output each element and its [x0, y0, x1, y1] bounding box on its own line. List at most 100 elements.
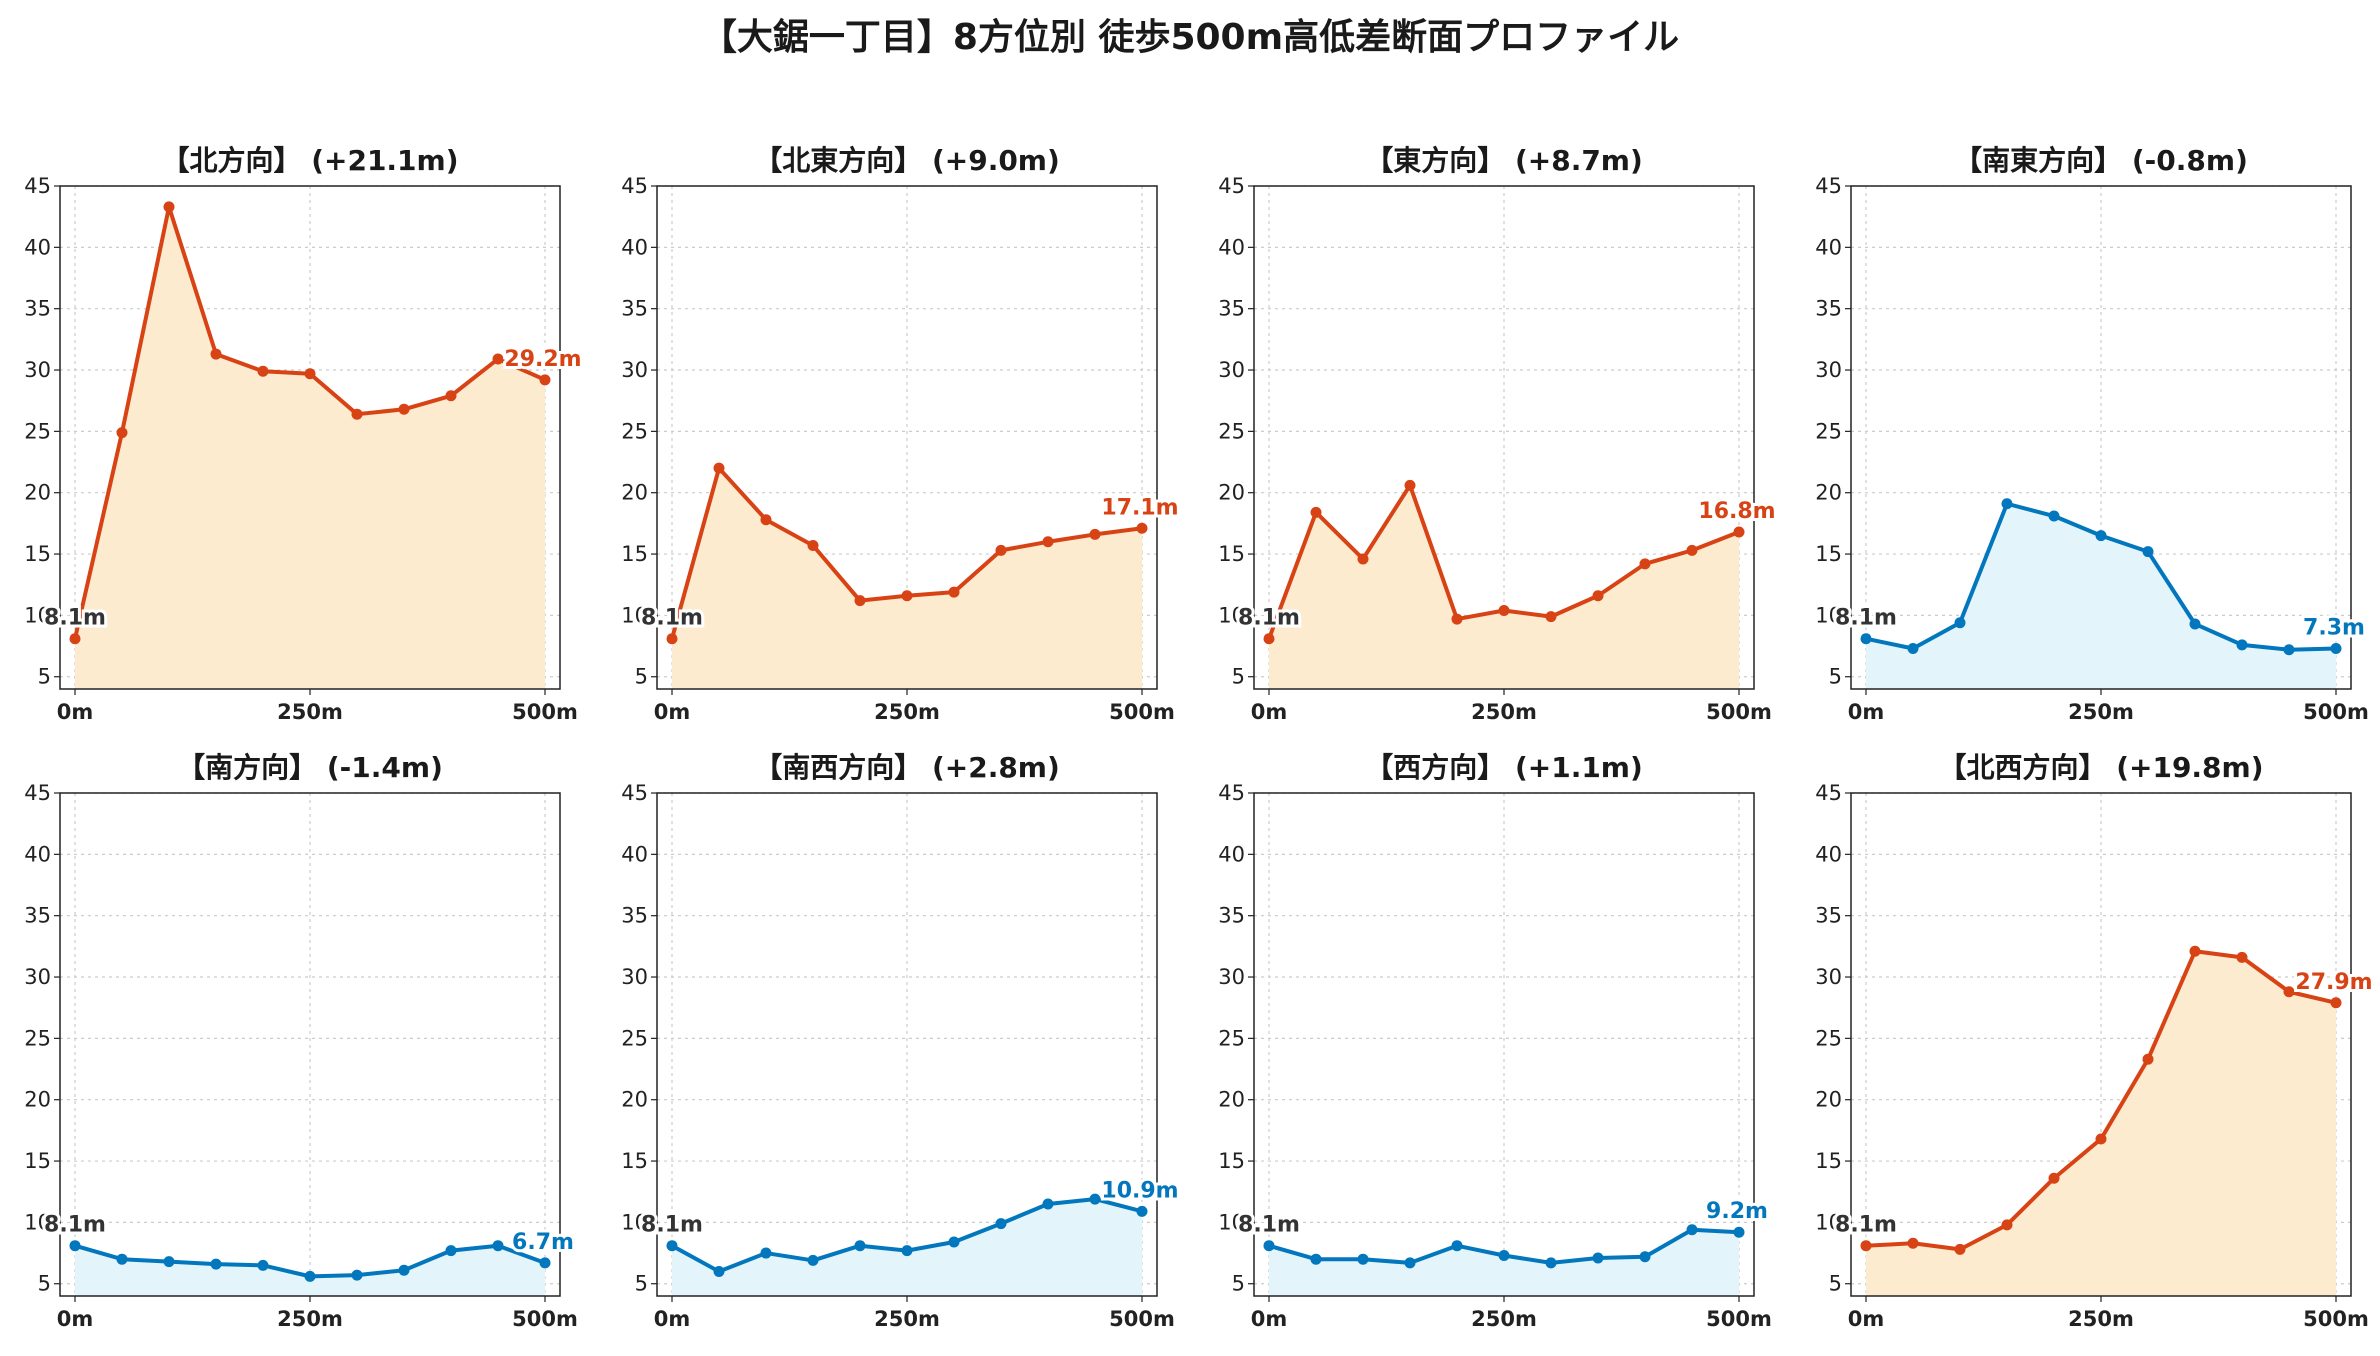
data-point [116, 427, 128, 439]
data-point [1357, 553, 1369, 565]
y-tick-label: 30 [24, 358, 51, 382]
y-tick-label: 20 [1218, 1088, 1245, 1112]
start-value-label: 8.1m [44, 1213, 106, 1238]
x-tick-label: 0m [654, 1307, 691, 1331]
data-point [351, 1269, 363, 1281]
y-tick-label: 20 [1218, 481, 1245, 505]
data-point [901, 1245, 913, 1257]
y-tick-label: 40 [621, 235, 648, 259]
data-point [2189, 618, 2201, 630]
chart-panel-2: 【北東方向】 (+9.0m) 5 10 15 20 25 30 35 40 45 0m 250m 500… [621, 144, 1181, 724]
x-tick-label: 500m [1706, 700, 1772, 724]
y-tick-label: 40 [621, 842, 648, 866]
y-tick-label: 45 [24, 174, 51, 198]
x-tick-label: 0m [1848, 1307, 1885, 1331]
data-point [492, 1240, 504, 1252]
data-point [1733, 526, 1745, 538]
figure-title: 【大鋸一丁目】8方位別 徒歩500m高低差断面プロファイル [700, 17, 1680, 58]
data-point [1733, 1226, 1745, 1238]
y-tick-label: 35 [621, 904, 648, 928]
y-tick-label: 30 [24, 965, 51, 989]
data-point [1042, 1198, 1054, 1210]
data-point [1639, 1251, 1651, 1263]
end-value-label: 6.7m [512, 1230, 574, 1255]
data-point [901, 590, 913, 602]
y-tick-label: 5 [1232, 665, 1245, 689]
y-tick-label: 5 [1829, 665, 1842, 689]
y-tick-label: 30 [621, 965, 648, 989]
y-tick-label: 35 [24, 904, 51, 928]
data-point [713, 1265, 725, 1277]
y-tick-label: 25 [1815, 1026, 1842, 1050]
y-tick-label: 25 [1218, 419, 1245, 443]
data-point [351, 408, 363, 420]
data-point [2001, 498, 2013, 510]
y-tick-label: 15 [621, 542, 648, 566]
chart-panel-3: 【東方向】 (+8.7m) 5 10 15 20 25 30 35 40 45 0m 250m 500m… [1218, 144, 1778, 724]
panel-title: 【北方向】 (+21.1m) [161, 144, 458, 177]
area-fill [672, 1199, 1142, 1296]
x-tick-label: 0m [1251, 700, 1288, 724]
data-point [1451, 1240, 1463, 1252]
data-point [257, 365, 269, 377]
y-tick-label: 5 [1232, 1272, 1245, 1296]
y-tick-label: 35 [1218, 297, 1245, 321]
end-value-label: 27.9m [2295, 970, 2372, 995]
start-value-label: 8.1m [44, 606, 106, 631]
data-point [1545, 611, 1557, 623]
data-point [539, 1257, 551, 1269]
data-point [995, 544, 1007, 556]
y-tick-label: 30 [1218, 358, 1245, 382]
y-tick-label: 40 [1218, 842, 1245, 866]
data-point [116, 1253, 128, 1265]
chart-panel-1: 【北方向】 (+21.1m) 5 10 15 20 25 30 35 40 45 0m 250m 500… [24, 144, 584, 724]
data-point [2095, 530, 2107, 542]
data-point [1860, 1240, 1872, 1252]
x-tick-label: 500m [2303, 1307, 2369, 1331]
y-tick-label: 40 [1815, 842, 1842, 866]
data-point [304, 1270, 316, 1282]
y-tick-label: 30 [1815, 358, 1842, 382]
data-point [445, 390, 457, 402]
y-tick-label: 45 [1815, 174, 1842, 198]
y-tick-label: 10 [1815, 1210, 1842, 1234]
start-value-label: 8.1m [1238, 1213, 1300, 1238]
x-tick-label: 250m [2068, 700, 2134, 724]
data-point [1310, 1253, 1322, 1265]
data-point [1592, 1252, 1604, 1264]
start-value-label: 8.1m [1835, 1213, 1897, 1238]
data-point [2048, 510, 2060, 522]
data-point [2330, 997, 2342, 1009]
y-tick-label: 20 [621, 1088, 648, 1112]
x-tick-label: 250m [874, 700, 940, 724]
x-tick-label: 250m [1471, 700, 1537, 724]
x-tick-label: 500m [512, 700, 578, 724]
data-point [69, 1240, 81, 1252]
data-point [948, 586, 960, 598]
end-value-label: 16.8m [1698, 499, 1775, 524]
y-tick-label: 40 [24, 235, 51, 259]
data-point [666, 633, 678, 645]
data-point [398, 1264, 410, 1276]
x-tick-label: 250m [277, 1307, 343, 1331]
y-tick-label: 40 [1218, 235, 1245, 259]
plot-area: 【北方向】 (+21.1m) 5 10 15 20 25 30 35 40 45 0m 250m 500… [24, 144, 584, 724]
area-fill [1269, 485, 1739, 689]
area-fill [1269, 1229, 1739, 1296]
data-point [2142, 1053, 2154, 1065]
x-tick-label: 250m [1471, 1307, 1537, 1331]
x-tick-label: 0m [1848, 700, 1885, 724]
data-point [2236, 951, 2248, 963]
start-value-label: 8.1m [1835, 606, 1897, 631]
x-tick-label: 250m [2068, 1307, 2134, 1331]
y-tick-label: 25 [621, 419, 648, 443]
y-tick-label: 5 [38, 1272, 51, 1296]
y-tick-label: 35 [1218, 904, 1245, 928]
data-point [854, 1240, 866, 1252]
start-value-label: 8.1m [1238, 606, 1300, 631]
y-tick-label: 40 [1815, 235, 1842, 259]
data-point [1042, 536, 1054, 548]
y-tick-label: 45 [1815, 781, 1842, 805]
y-tick-label: 20 [24, 1088, 51, 1112]
y-tick-label: 25 [621, 1026, 648, 1050]
